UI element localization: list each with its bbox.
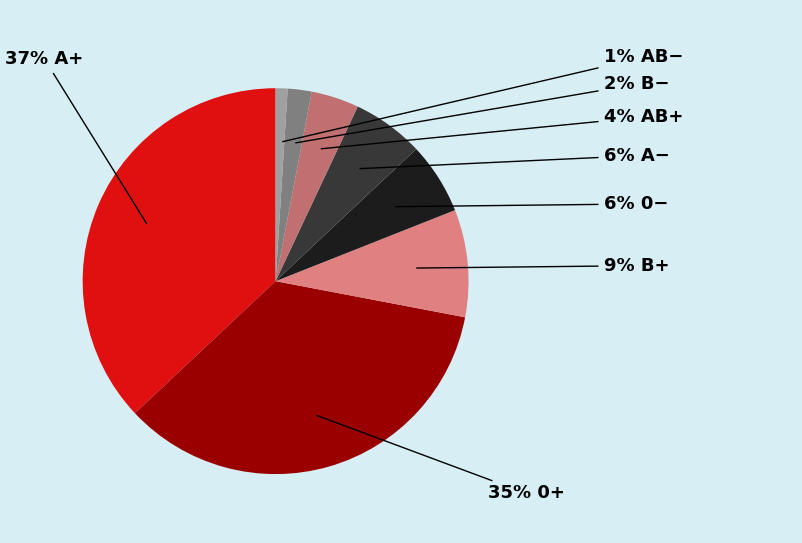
Wedge shape xyxy=(276,210,468,317)
Wedge shape xyxy=(276,92,358,281)
Text: 35% 0+: 35% 0+ xyxy=(317,415,565,502)
Wedge shape xyxy=(276,89,312,281)
Text: 9% B+: 9% B+ xyxy=(417,257,669,275)
Text: 4% AB+: 4% AB+ xyxy=(322,108,683,149)
Text: 6% A−: 6% A− xyxy=(360,147,670,169)
Text: 6% 0−: 6% 0− xyxy=(395,195,668,213)
Wedge shape xyxy=(135,281,465,474)
Wedge shape xyxy=(276,106,416,281)
Text: 2% B−: 2% B− xyxy=(296,75,669,143)
Wedge shape xyxy=(276,88,288,281)
Wedge shape xyxy=(83,88,276,413)
Text: 1% AB−: 1% AB− xyxy=(282,48,683,142)
Text: 37% A+: 37% A+ xyxy=(6,50,147,224)
Wedge shape xyxy=(276,149,455,281)
